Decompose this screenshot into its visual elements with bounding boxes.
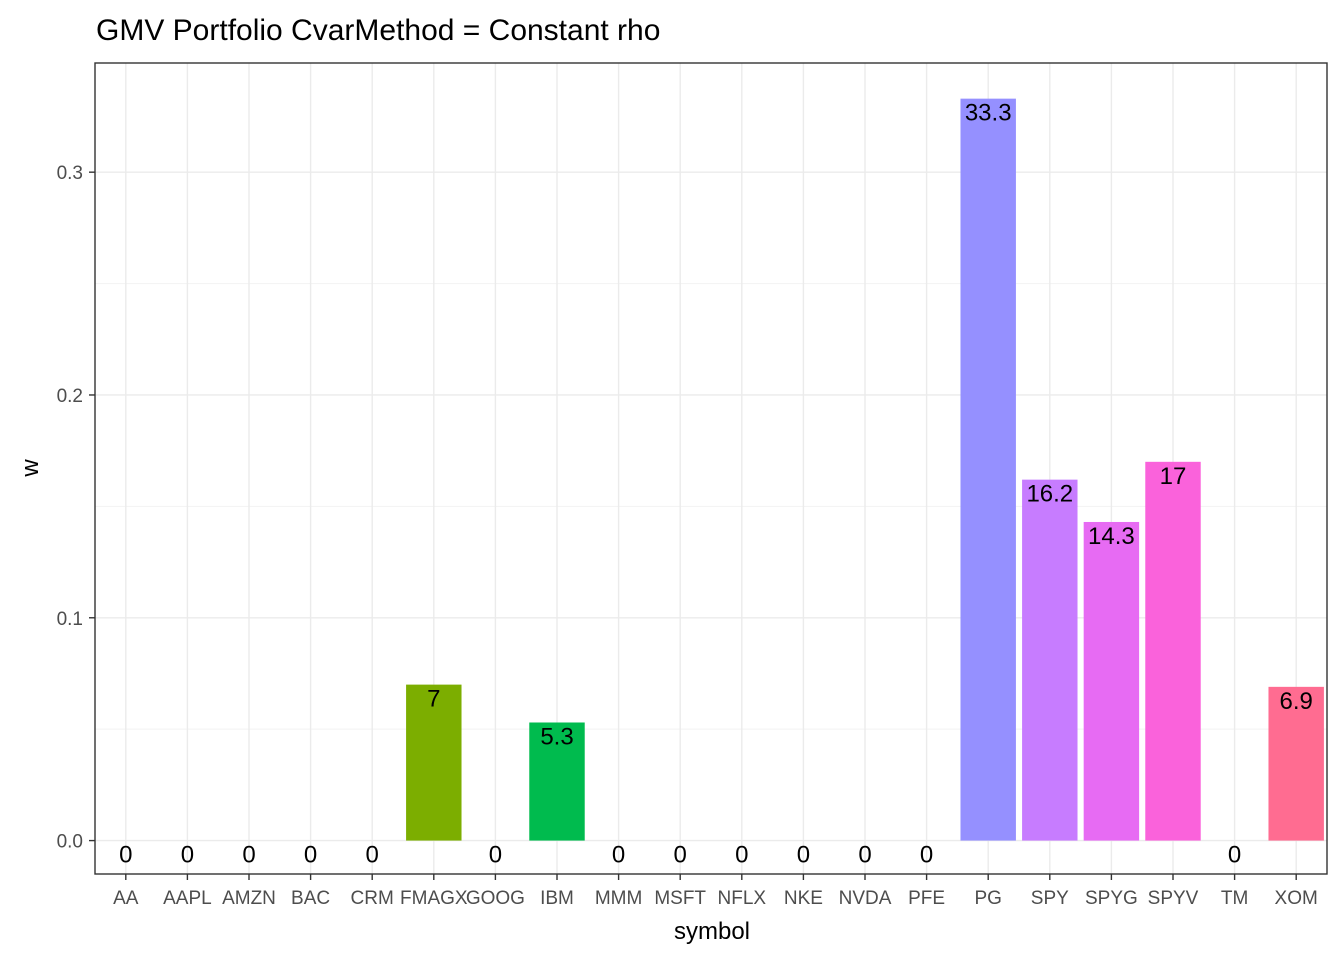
grid-major — [95, 63, 1327, 874]
panel-border — [94, 62, 1328, 875]
bar-label: 0 — [797, 842, 810, 869]
bar-fmagx — [406, 684, 462, 841]
x-tick-label: IBM — [540, 888, 574, 909]
bar-label: 0 — [674, 842, 687, 869]
bar-label: 0 — [735, 842, 748, 869]
x-tick-label: MSFT — [654, 888, 706, 909]
bar-label: 33.3 — [965, 100, 1012, 127]
bar-spy — [1022, 479, 1078, 841]
x-tick-label: FMAGX — [400, 888, 468, 909]
bar-labels: 0 0 0 0 0 7 0 5.3 0 0 0 0 0 0 33.3 16.2 14.3 17 0 6.9 — [119, 100, 1313, 869]
bar-spyg — [1083, 521, 1140, 841]
x-tick-label: CRM — [351, 888, 394, 909]
x-tick-label: SPYG — [1085, 888, 1138, 909]
x-tick-label: TM — [1221, 888, 1248, 909]
bar-label: 0 — [366, 842, 379, 869]
x-tick-label: GOOG — [466, 888, 525, 909]
bar-label: 0 — [489, 842, 502, 869]
y-axis-title: w — [17, 459, 44, 478]
grid-minor — [95, 283, 1327, 730]
bar-xom — [1268, 686, 1324, 841]
bar-label: 5.3 — [540, 723, 573, 750]
bar-label: 0 — [1228, 842, 1241, 869]
bar-pg — [960, 98, 1016, 841]
bar-label: 0 — [612, 842, 625, 869]
bar-label: 0 — [242, 842, 255, 869]
x-tick-label: SPYV — [1148, 888, 1199, 909]
x-tick-label: NVDA — [839, 888, 892, 909]
x-axis-title: symbol — [674, 918, 750, 945]
bar-label: 0 — [119, 842, 132, 869]
y-axis: 0.0 0.1 0.2 0.3 — [57, 163, 95, 853]
x-tick-label: AMZN — [222, 888, 276, 909]
bar-label: 17 — [1160, 463, 1187, 490]
x-tick-label: MMM — [595, 888, 642, 909]
bar-label: 0 — [920, 842, 933, 869]
bar-spyv — [1145, 461, 1201, 841]
x-tick-label: PFE — [908, 888, 945, 909]
x-tick-label: PG — [974, 888, 1001, 909]
bars — [406, 98, 1324, 841]
x-tick-label: BAC — [291, 888, 330, 909]
x-tick-label: AA — [113, 888, 139, 909]
bar-label: 6.9 — [1280, 688, 1313, 715]
x-tick-label: NFLX — [718, 888, 767, 909]
bar-label: 0 — [181, 842, 194, 869]
bar-label: 0 — [858, 842, 871, 869]
y-tick-label: 0.0 — [57, 832, 83, 853]
y-tick-label: 0.1 — [57, 609, 83, 630]
chart-title: GMV Portfolio CvarMethod = Constant rho — [96, 14, 660, 47]
bar-label: 16.2 — [1026, 481, 1073, 508]
x-tick-label: XOM — [1275, 888, 1318, 909]
bar-label: 7 — [427, 686, 440, 713]
bar-label: 0 — [304, 842, 317, 869]
bar-ibm — [529, 722, 585, 841]
bar-label: 14.3 — [1088, 523, 1135, 550]
y-tick-label: 0.2 — [57, 386, 83, 407]
y-tick-label: 0.3 — [57, 163, 83, 184]
x-tick-label: SPY — [1031, 888, 1069, 909]
x-tick-label: NKE — [784, 888, 823, 909]
x-tick-label: AAPL — [163, 888, 212, 909]
